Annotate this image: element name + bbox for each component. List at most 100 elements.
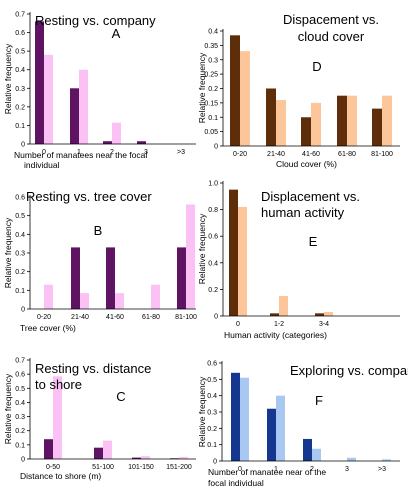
bar-b-series2-4 xyxy=(186,204,195,309)
y-tick-label: 0.5 xyxy=(15,213,25,220)
y-tick-label: 0.2 xyxy=(15,104,25,111)
y-tick-label: 0.35 xyxy=(204,43,218,50)
bar-e-series1-0 xyxy=(229,189,238,316)
bar-b-series1-2 xyxy=(106,247,115,309)
bar-c-series2-2 xyxy=(141,456,150,459)
bar-d-series1-3 xyxy=(337,95,347,146)
chart-title: Exploring vs. company xyxy=(290,363,408,378)
bar-d-series2-3 xyxy=(347,95,357,146)
y-tick-label: 0.1 xyxy=(15,288,25,295)
panel-letter: B xyxy=(94,223,103,238)
y-tick-label: 0.1 xyxy=(15,442,25,449)
y-tick-label: 0.4 xyxy=(15,67,25,74)
y-tick-label: 0.2 xyxy=(207,426,217,433)
y-tick-label: 0.7 xyxy=(15,12,25,19)
bar-e-series1-1 xyxy=(270,313,279,316)
y-tick-label: 0 xyxy=(21,307,25,314)
panel-letter: E xyxy=(309,234,318,249)
bar-e-series2-0 xyxy=(238,206,247,316)
y-tick-label: 0.3 xyxy=(15,251,25,258)
x-tick-label: 0-20 xyxy=(233,151,247,158)
chart-panel-e: 0 0.2 0.4 0.6 0.8 1.0 0 1-2 3-4 Displacement vs.h… xyxy=(197,181,400,340)
x-tick-label: 0 xyxy=(42,149,46,156)
chart-panel-a: 0 0.1 0.2 0.3 0.4 0.5 0.6 0.7 0 1 2 3 >3 Resting vs. … xyxy=(3,12,196,170)
y-axis-label: Relative frequency xyxy=(3,43,13,114)
bar-b-series2-3 xyxy=(151,284,160,309)
bar-b-series1-1 xyxy=(71,247,80,309)
bar-b-series2-1 xyxy=(80,293,89,309)
bar-f-series1-0 xyxy=(231,372,240,461)
x-tick-label: 21-40 xyxy=(267,151,285,158)
bar-f-series2-1 xyxy=(276,395,285,461)
y-tick-label: 0 xyxy=(213,459,217,466)
panel-letter: A xyxy=(112,26,121,41)
y-tick-label: 0.05 xyxy=(204,129,218,136)
y-tick-label: 0.25 xyxy=(204,72,218,79)
y-tick-label: 0.1 xyxy=(15,123,25,130)
bar-c-series2-3 xyxy=(179,456,188,459)
x-axis-label: Number of manatees near the focal xyxy=(14,150,147,160)
y-tick-label: 0 xyxy=(214,314,218,321)
y-tick-label: 0.1 xyxy=(207,442,217,449)
chart-title: cloud cover xyxy=(298,29,365,44)
bar-c-series1-2 xyxy=(132,457,141,459)
chart-title: human activity xyxy=(261,205,345,220)
x-tick-label: 3 xyxy=(345,466,349,473)
x-tick-label: 1-2 xyxy=(274,321,284,328)
bar-b-series1-4 xyxy=(177,247,186,309)
x-tick-label: 41-60 xyxy=(302,151,320,158)
y-tick-label: 0.6 xyxy=(15,372,25,379)
bar-a-series1-0 xyxy=(35,21,44,144)
y-tick-label: 0 xyxy=(214,144,218,151)
x-tick-label: 0-20 xyxy=(37,314,51,321)
y-tick-label: 0.4 xyxy=(15,400,25,407)
bar-d-series1-4 xyxy=(372,108,382,146)
chart-title: Resting vs. company xyxy=(35,13,156,28)
bar-a-series1-1 xyxy=(70,88,79,144)
y-tick-label: 0.4 xyxy=(207,393,217,400)
y-tick-label: 0.15 xyxy=(204,100,218,107)
chart-title: Resting vs. distance xyxy=(35,361,151,376)
chart-panel-d: 0 0.05 0.1 0.15 0.2 0.25 0.3 0.35 0.4 0-20 21-40 41… xyxy=(197,12,400,169)
chart-title: Resting vs. tree cover xyxy=(26,189,152,204)
y-tick-label: 0.2 xyxy=(15,269,25,276)
x-tick-label: 3 xyxy=(144,149,148,156)
bar-f-series2-3 xyxy=(347,457,356,461)
chart-panel-b: 0 0.1 0.2 0.3 0.4 0.5 0.6 0-20 21-40 41-60 61-80 81… xyxy=(3,189,197,333)
y-tick-label: 0.1 xyxy=(208,115,218,122)
x-axis-label: Cloud cover (%) xyxy=(276,159,337,169)
y-tick-label: 0.7 xyxy=(15,358,25,365)
bar-a-series2-1 xyxy=(79,69,88,144)
chart-title: Displacement vs. xyxy=(261,189,360,204)
x-tick-label: 21-40 xyxy=(71,314,89,321)
y-tick-label: 0.4 xyxy=(208,29,218,36)
bar-d-series2-4 xyxy=(382,95,392,146)
x-axis-label: Human activity (categories) xyxy=(224,330,327,340)
y-tick-label: 0.3 xyxy=(15,414,25,421)
bar-f-series1-2 xyxy=(303,438,312,461)
bar-e-series1-2 xyxy=(315,313,324,316)
x-tick-label: 151-200 xyxy=(166,464,192,471)
bar-c-series1-0 xyxy=(44,439,53,459)
x-axis-label: Number of manatee near of the xyxy=(208,467,326,477)
chart-title: Dispacement vs. xyxy=(283,12,379,27)
x-tick-label: 0 xyxy=(238,466,242,473)
y-axis-label: Relative frequency xyxy=(197,213,207,284)
panel-letter: F xyxy=(315,393,323,408)
y-tick-label: 0 xyxy=(21,142,25,149)
x-tick-label: 61-80 xyxy=(142,314,160,321)
y-tick-label: 0.4 xyxy=(15,232,25,239)
x-tick-label: 51-100 xyxy=(92,464,114,471)
x-tick-label: 81-100 xyxy=(371,151,393,158)
y-tick-label: 0.6 xyxy=(207,361,217,368)
y-tick-label: 0 xyxy=(21,457,25,464)
bar-d-series2-2 xyxy=(311,102,321,146)
x-tick-label: 61-80 xyxy=(338,151,356,158)
bar-f-series2-0 xyxy=(240,377,249,461)
bar-a-series2-2 xyxy=(112,122,121,144)
bar-a-series1-3 xyxy=(137,141,146,144)
bar-f-series2-4 xyxy=(382,459,391,461)
bar-d-series2-0 xyxy=(240,51,250,146)
bar-e-series2-2 xyxy=(324,312,333,316)
bar-a-series1-2 xyxy=(103,141,112,144)
